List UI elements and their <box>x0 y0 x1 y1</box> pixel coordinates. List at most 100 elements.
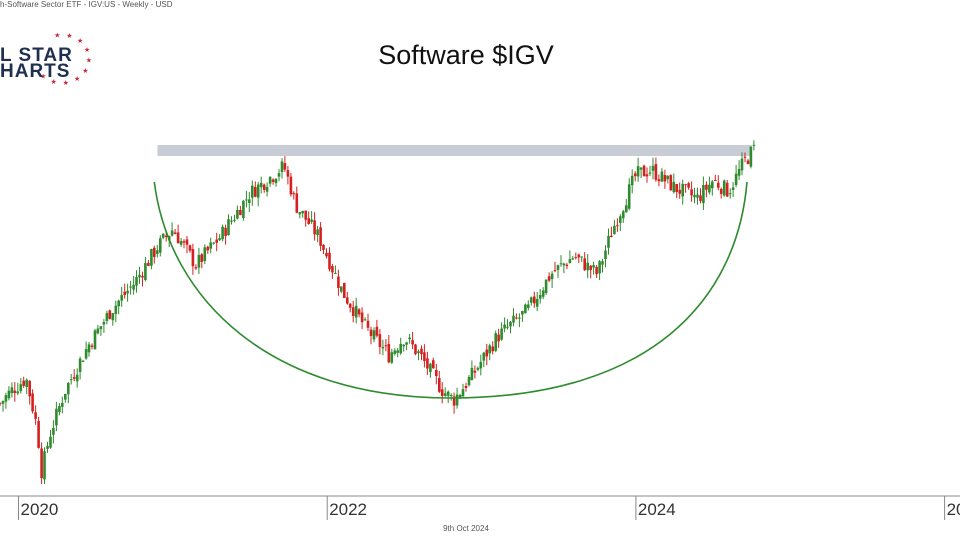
candle-down <box>34 412 37 419</box>
candle-down <box>72 377 76 379</box>
candle-up <box>111 313 115 321</box>
candle-up <box>449 395 453 397</box>
candle-up <box>84 349 88 359</box>
candle-up <box>556 265 560 270</box>
candle-down <box>283 163 287 170</box>
candle-down <box>714 180 717 181</box>
cup-arc <box>153 181 748 399</box>
logo-star-icon: ★ <box>54 32 60 39</box>
candle-up <box>46 445 49 449</box>
candle-down <box>583 258 586 271</box>
candle-up <box>67 382 70 395</box>
candle-down <box>185 239 189 245</box>
candle-up <box>135 277 138 286</box>
candle-up <box>132 284 135 290</box>
allstarcharts-logo: ★ ★ ★ ★ ★ ★ ★ ★ ★ ★ L STAR HARTS <box>0 32 100 90</box>
candle-down <box>515 317 518 319</box>
candle-down <box>547 276 551 281</box>
candle-down <box>452 396 456 406</box>
candle-down <box>423 352 426 361</box>
candle-up <box>203 247 207 262</box>
candle-up <box>102 322 106 325</box>
candle-down <box>464 386 468 388</box>
candle-down <box>206 246 210 251</box>
candle-down <box>375 326 379 336</box>
candle-down <box>295 193 299 213</box>
candle-up <box>212 242 215 244</box>
candle-up <box>150 249 153 266</box>
candle-down <box>690 189 693 196</box>
candle-down <box>645 174 649 177</box>
candle-down <box>322 244 325 250</box>
candle-up <box>96 328 100 334</box>
candle-up <box>586 262 589 271</box>
candle-down <box>657 179 661 182</box>
candle-up <box>69 379 73 381</box>
candle-up <box>636 166 640 177</box>
candle-down <box>533 296 536 304</box>
candle-down <box>360 312 364 323</box>
candle-down <box>577 254 581 258</box>
candle-up <box>405 342 408 345</box>
candle-down <box>610 235 613 238</box>
candle-up <box>245 199 248 201</box>
candle-down <box>705 184 708 190</box>
candle-up <box>55 408 58 426</box>
candle-up <box>340 286 343 292</box>
candle-down <box>595 267 598 275</box>
candle-up <box>530 297 533 303</box>
candle-up <box>265 186 269 192</box>
candle-up <box>550 273 554 280</box>
logo-star-icon: ★ <box>82 67 88 75</box>
candle-up <box>277 173 281 177</box>
candle-up <box>417 351 420 353</box>
logo-star-icon: ★ <box>51 78 57 86</box>
candle-up <box>613 225 616 235</box>
candle-down <box>369 329 373 336</box>
candle-up <box>648 172 652 174</box>
candle-down <box>725 182 729 197</box>
candle-up <box>209 242 212 249</box>
candle-up <box>722 180 726 196</box>
candle-up <box>390 352 394 363</box>
candle-up <box>740 158 744 171</box>
candle-down <box>173 232 177 234</box>
candle-up <box>396 350 399 353</box>
candle-down <box>215 239 218 243</box>
candle-up <box>61 402 64 407</box>
candle-up <box>503 324 506 329</box>
candle-up <box>696 194 699 198</box>
candle-down <box>473 370 477 373</box>
candle-down <box>164 235 168 237</box>
candle-down <box>176 232 180 244</box>
candle-up <box>476 367 480 370</box>
candle-up <box>197 254 201 268</box>
candle-up <box>363 319 367 321</box>
candle-up <box>221 226 224 240</box>
candle-up <box>681 183 684 197</box>
candle-up <box>458 394 462 398</box>
candle-down <box>40 448 43 479</box>
candle-up <box>479 361 483 369</box>
candle-up <box>251 185 254 198</box>
x-axis-ticks: 2020 2022 2024 202 <box>18 496 960 520</box>
candle-up <box>81 360 85 362</box>
candle-up <box>524 304 527 314</box>
chart-date-footer: 9th Oct 2024 <box>443 524 489 533</box>
candle-down <box>699 195 702 201</box>
candle-down <box>357 309 361 315</box>
candle-down <box>22 380 25 386</box>
candle-up <box>535 299 539 307</box>
candle-up <box>310 219 313 222</box>
candle-down <box>678 189 681 194</box>
candle-up <box>518 317 521 319</box>
candle-up <box>604 250 607 259</box>
candle-down <box>420 348 423 355</box>
candle-down <box>13 390 17 393</box>
candle-up <box>10 387 14 394</box>
candle-up <box>580 256 583 258</box>
candle-down <box>574 257 578 259</box>
candle-up <box>129 286 132 288</box>
candle-down <box>719 188 723 194</box>
